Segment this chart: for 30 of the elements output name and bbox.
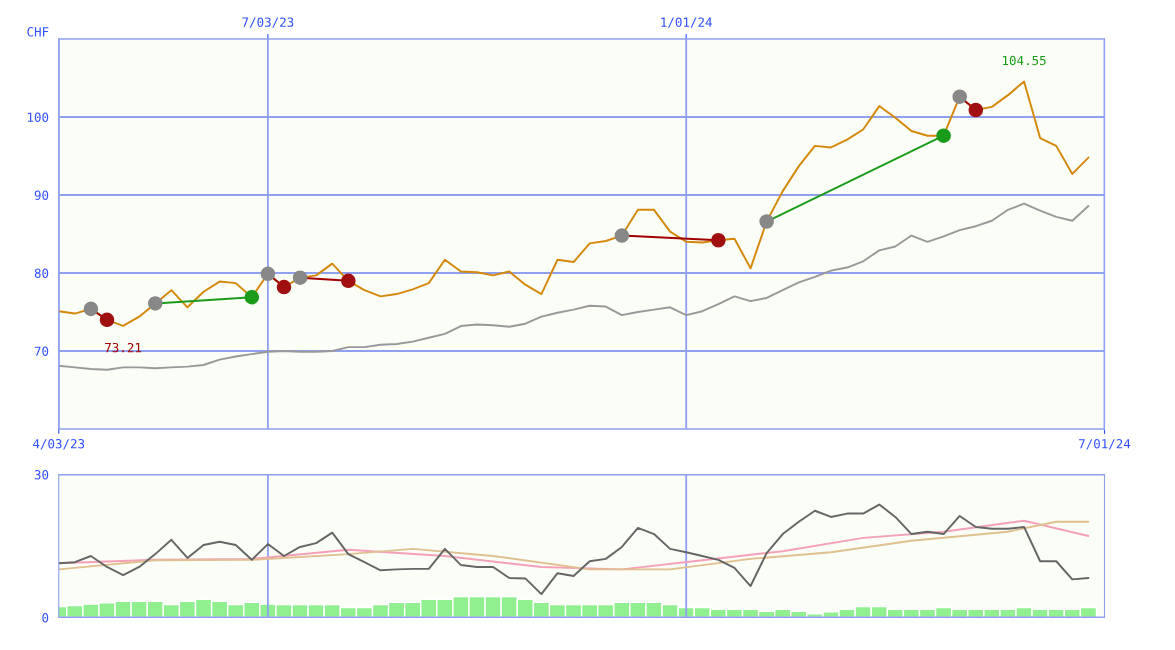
point [99,312,115,328]
annotation: 104.55 [1002,55,1046,66]
line-series [58,80,1090,327]
point [276,279,292,295]
point [341,273,356,289]
point [711,232,726,248]
point [952,89,967,105]
y-tick-label: 30 [34,470,49,480]
point [968,102,984,118]
y-tick-label: 100 [27,112,49,122]
y-tick-label: 80 [34,268,49,278]
line-series [58,503,1090,596]
point [244,289,260,305]
point [260,266,276,282]
y-tick-label: 0 [42,613,49,623]
point [614,228,630,243]
y-tick-label: 70 [34,346,49,356]
point [936,128,951,144]
x2-tick-label: 1/01/24 [661,17,712,28]
x2-tick-label: 7/03/23 [242,17,294,28]
y-axis-title: CHF [27,27,49,37]
line-series [58,202,1090,371]
x-tick-label: 4/03/23 [33,439,85,450]
annotation: 73.21 [105,342,142,353]
point [147,296,163,311]
point [83,301,99,317]
x-tick-label: 7/01/24 [1079,439,1131,450]
y-tick-label: 90 [34,190,49,200]
point [759,214,774,229]
point [292,270,308,285]
